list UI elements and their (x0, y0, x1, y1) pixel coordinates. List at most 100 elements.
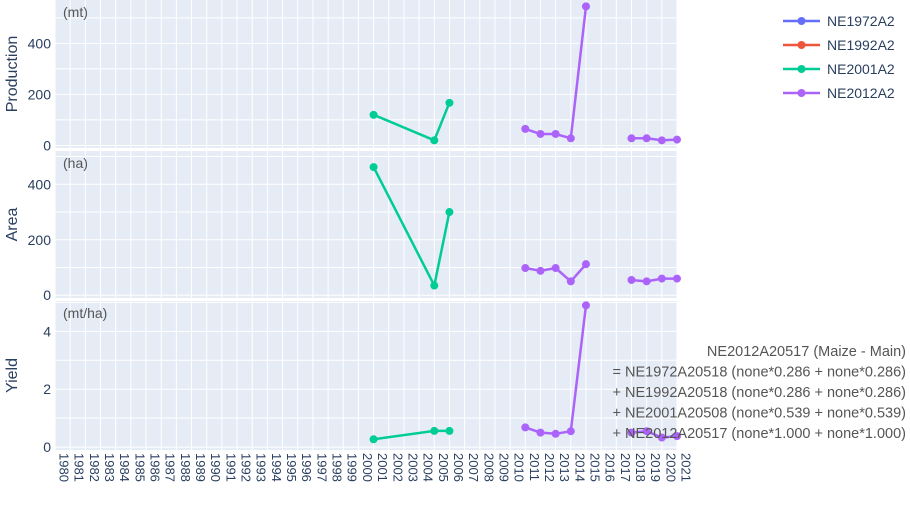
x-tick-label: 1989 (193, 453, 208, 482)
data-point-ne2012a2 (566, 427, 575, 436)
legend-marker (797, 17, 806, 25)
data-point-ne2001a2 (430, 136, 439, 145)
x-tick-label: 2016 (603, 453, 618, 482)
data-point-ne2012a2 (536, 266, 545, 275)
plot-area-yield (55, 301, 677, 450)
unit-label: (mt/ha) (63, 305, 107, 321)
x-tick-label: 1987 (163, 453, 178, 482)
data-point-ne2001a2 (369, 110, 378, 119)
data-point-ne2012a2 (551, 129, 560, 138)
x-tick-label: 2004 (421, 453, 436, 482)
data-point-ne2012a2 (521, 423, 530, 432)
x-tick-label: 2020 (663, 453, 678, 482)
x-tick-label: 2013 (557, 453, 572, 482)
x-tick-label: 1993 (254, 453, 269, 482)
x-tick-label: 1995 (284, 453, 299, 482)
x-tick-label: 2017 (618, 453, 633, 482)
y-tick-label: 0 (43, 287, 51, 303)
legend-marker (797, 89, 806, 97)
x-tick-label: 1994 (269, 453, 284, 482)
x-tick-label: 1988 (178, 453, 193, 482)
y-axis-title: Area (4, 208, 21, 242)
data-point-ne2012a2 (627, 428, 636, 437)
data-point-ne2012a2 (627, 134, 636, 143)
x-tick-label: 2011 (527, 453, 542, 481)
x-tick-label: 1980 (57, 453, 72, 482)
data-point-ne2001a2 (430, 426, 439, 435)
data-point-ne2001a2 (445, 208, 454, 217)
unit-label: (ha) (63, 155, 88, 171)
x-tick-label: 1992 (239, 453, 254, 482)
data-point-ne2012a2 (581, 301, 590, 310)
x-tick-label: 1990 (208, 453, 223, 482)
annotation-line: NE2012A20517 (Maize - Main) (707, 344, 906, 360)
x-tick-label: 2015 (587, 453, 602, 482)
data-point-ne2001a2 (445, 98, 454, 107)
x-tick-label: 1981 (72, 453, 87, 482)
x-tick-label: 1983 (102, 453, 117, 482)
data-point-ne2001a2 (445, 426, 454, 435)
x-tick-label: 2005 (436, 453, 451, 482)
data-point-ne2001a2 (369, 435, 378, 444)
data-point-ne2012a2 (673, 432, 681, 441)
x-tick-label: 1984 (117, 453, 132, 482)
x-tick-label: 2008 (481, 453, 496, 482)
series-line-ne2012a2 (631, 137, 678, 142)
x-tick-label: 2010 (512, 453, 527, 482)
y-tick-label: 400 (28, 176, 52, 192)
y-tick-label: 400 (28, 35, 52, 51)
data-point-ne2012a2 (642, 277, 651, 286)
x-tick-label: 2006 (451, 453, 466, 482)
data-point-ne2012a2 (657, 274, 666, 283)
legend-marker (797, 41, 806, 49)
x-tick-label: 2021 (679, 453, 694, 482)
annotation-line: = NE1972A20518 (none*0.286 + none*0.286) (613, 365, 906, 381)
x-tick-label: 1999 (345, 453, 360, 482)
data-point-ne2012a2 (566, 277, 575, 286)
annotation-line: + NE2001A20508 (none*0.539 + none*0.539) (613, 406, 906, 422)
series-line-ne2012a2 (631, 429, 678, 439)
y-tick-label: 200 (28, 232, 52, 248)
data-point-ne2001a2 (430, 281, 439, 290)
x-tick-label: 2003 (405, 453, 420, 482)
y-tick-label: 0 (43, 439, 51, 455)
data-point-ne2012a2 (642, 134, 651, 143)
x-tick-label: 1982 (87, 453, 102, 482)
x-tick-label: 1986 (148, 453, 163, 482)
x-tick-label: 2019 (648, 453, 663, 482)
data-point-ne2012a2 (627, 275, 636, 284)
annotation-line: + NE2012A20517 (none*1.000 + none*1.000) (613, 426, 906, 442)
x-tick-label: 1998 (330, 453, 345, 482)
annotation-line: + NE1992A20518 (none*0.286 + none*0.286) (613, 385, 906, 401)
data-point-ne2012a2 (581, 260, 590, 269)
data-point-ne2012a2 (551, 264, 560, 273)
data-point-ne2012a2 (521, 124, 530, 133)
x-tick-label: 2002 (390, 453, 405, 482)
data-point-ne2012a2 (657, 433, 666, 442)
data-point-ne2012a2 (536, 428, 545, 437)
x-tick-label: 1997 (314, 453, 329, 482)
data-point-ne2012a2 (642, 427, 651, 436)
plot-area-area (55, 151, 677, 298)
data-point-ne2012a2 (551, 429, 560, 438)
y-tick-label: 200 (28, 86, 52, 102)
series-line-ne2012a2 (631, 277, 677, 283)
data-point-ne2012a2 (673, 135, 681, 144)
data-point-ne2012a2 (566, 134, 575, 143)
legend-label: NE2012A2 (827, 85, 895, 101)
x-tick-label: 2014 (572, 453, 587, 482)
legend-label: NE1992A2 (827, 37, 895, 53)
data-point-ne2012a2 (673, 274, 681, 283)
x-tick-label: 1991 (223, 453, 238, 482)
x-tick-label: 2009 (496, 453, 511, 482)
y-axis-title: Production (4, 36, 21, 113)
legend-label: NE2001A2 (827, 61, 895, 77)
x-tick-label: 1996 (299, 453, 314, 482)
data-point-ne2012a2 (521, 264, 530, 273)
data-point-ne2012a2 (581, 2, 590, 11)
data-point-ne2012a2 (536, 129, 545, 138)
legend-marker (797, 65, 806, 73)
x-tick-label: 2012 (542, 453, 557, 482)
y-tick-label: 2 (43, 381, 51, 397)
